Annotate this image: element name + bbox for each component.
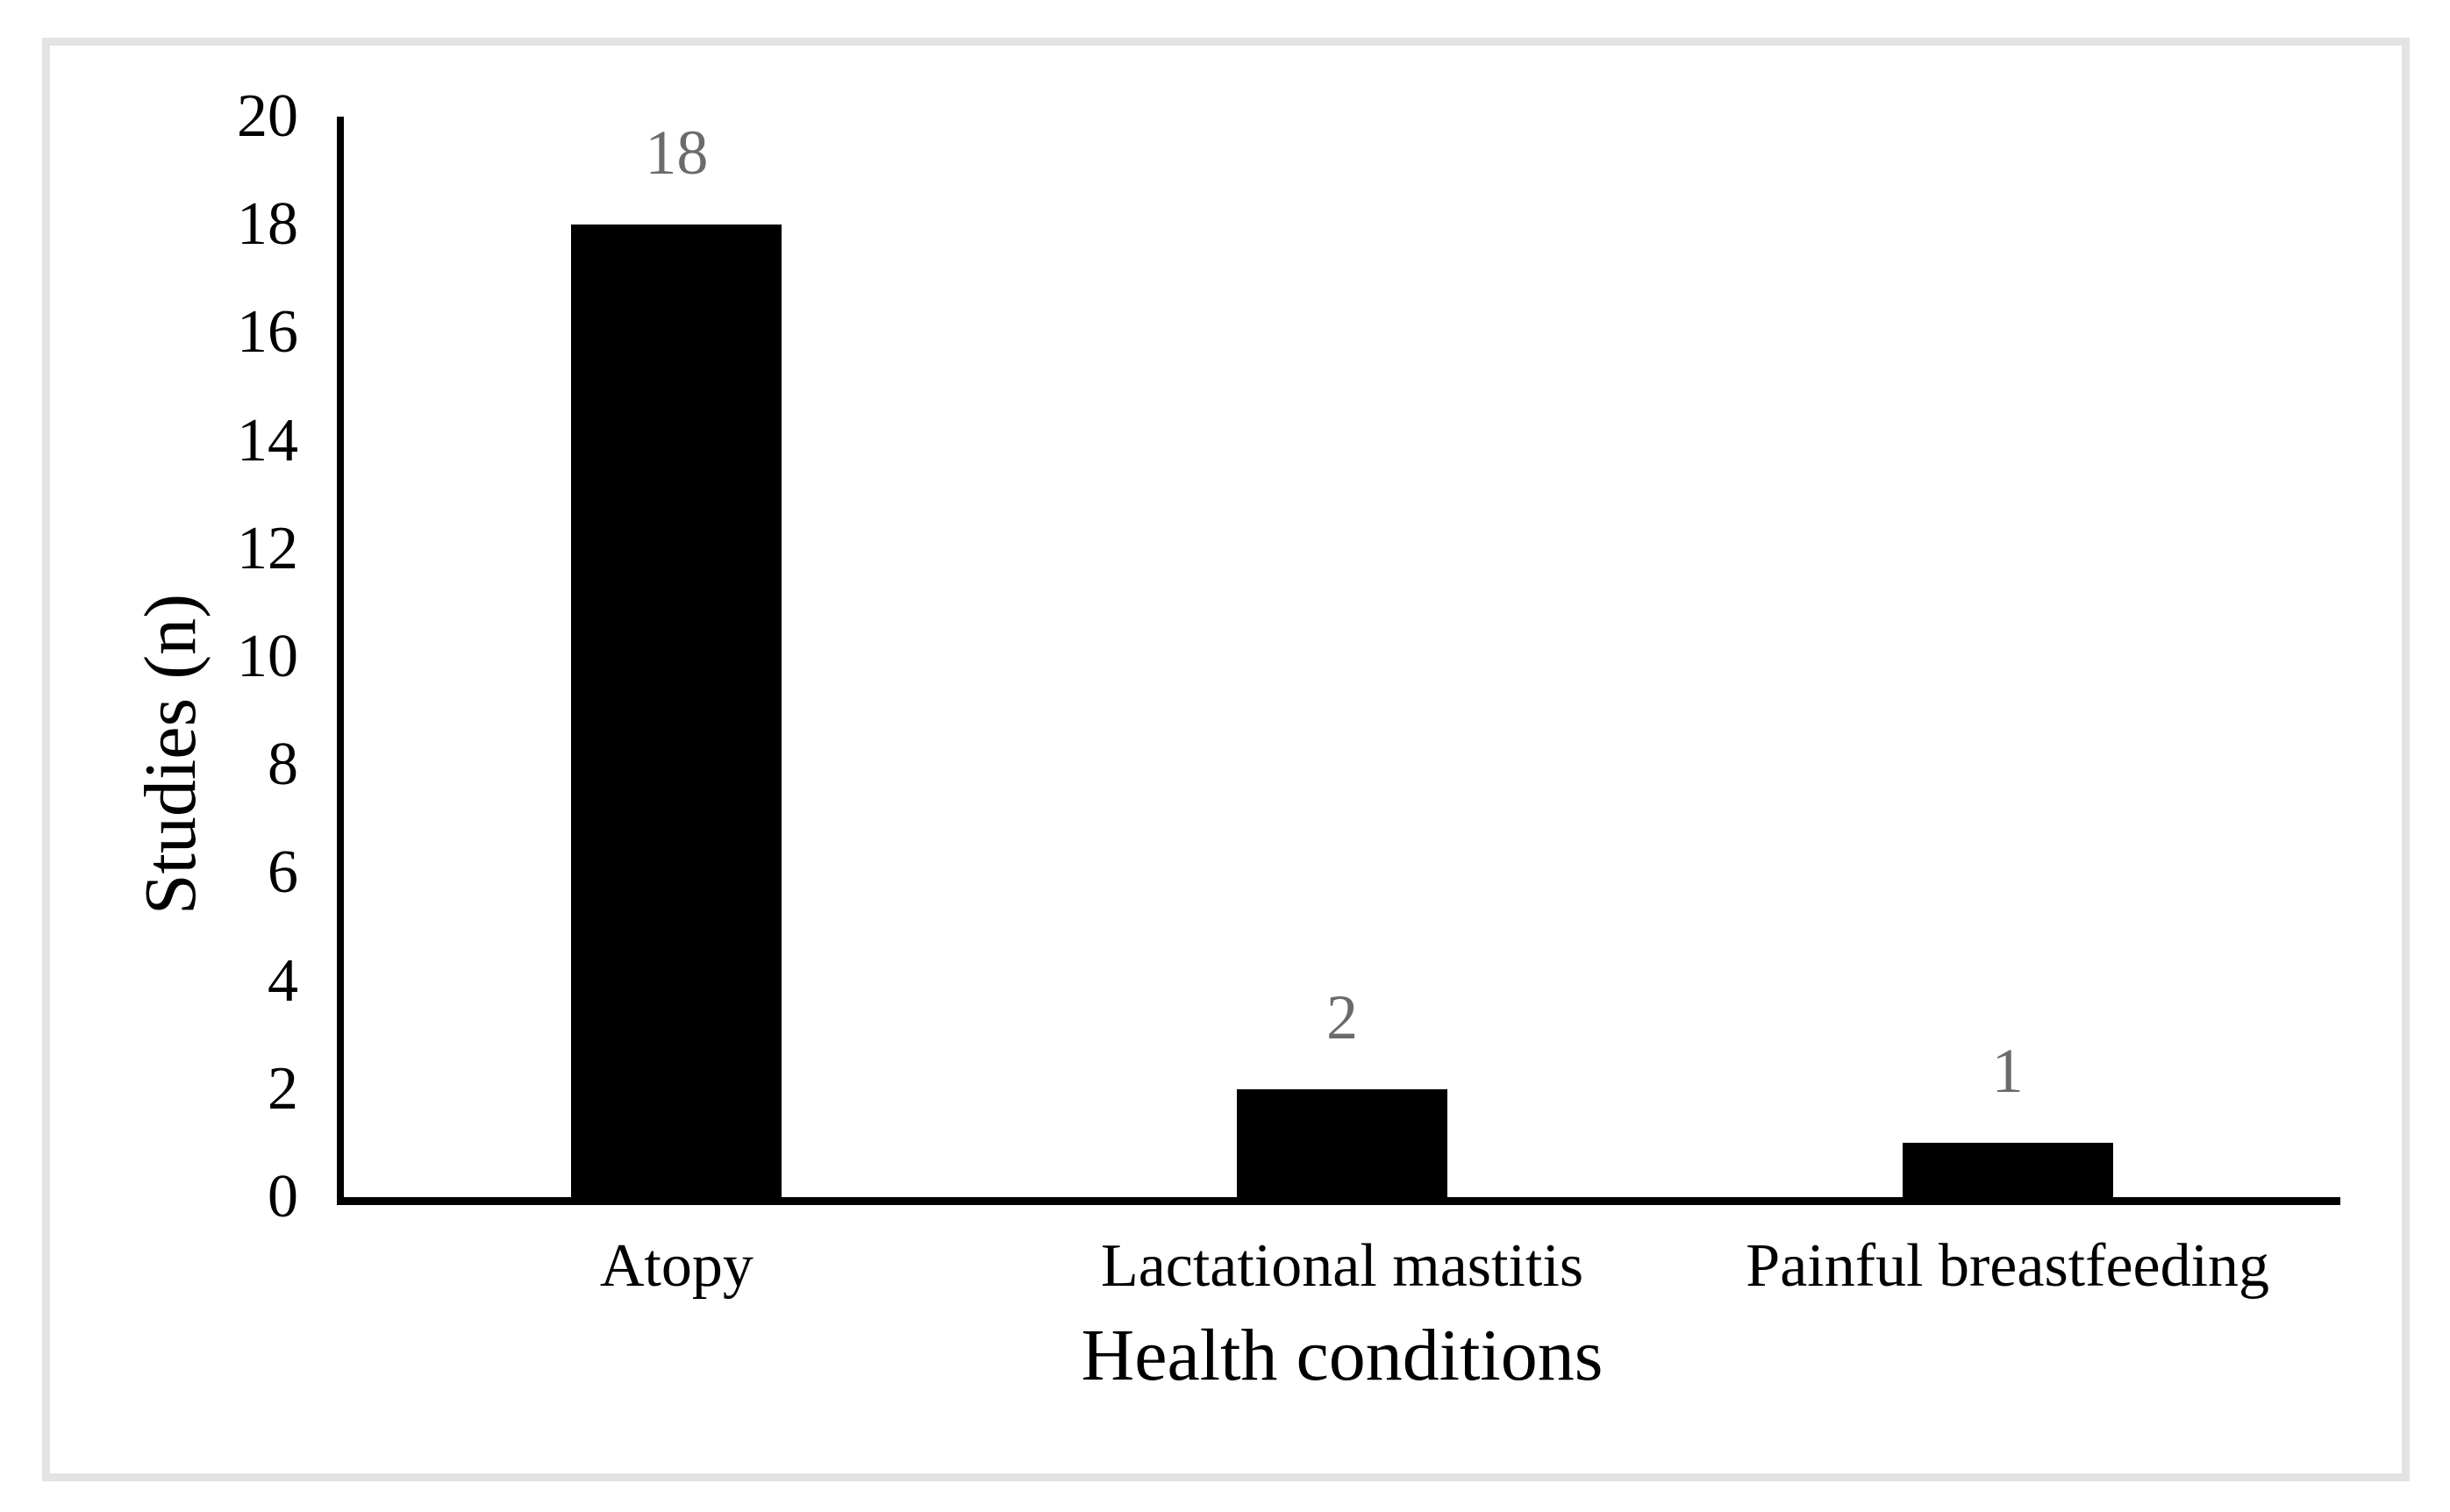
x-axis-title: Health conditions: [1081, 1315, 1604, 1396]
y-tick-label: 10: [237, 623, 298, 690]
bar: [1237, 1088, 1447, 1197]
y-tick-label: 0: [268, 1163, 298, 1230]
bar-data-label: 2: [1326, 981, 1358, 1052]
y-tick-label: 12: [237, 514, 298, 582]
y-tick-label: 2: [268, 1054, 298, 1123]
x-category-label: Atopy: [599, 1232, 754, 1300]
x-category-label: Painful breastfeeding: [1746, 1232, 2270, 1300]
x-category-label: Lactational mastitis: [1100, 1232, 1584, 1300]
y-tick-label: 6: [268, 838, 298, 907]
bar-data-label: 18: [645, 118, 709, 189]
bar: [1902, 1143, 2113, 1197]
x-axis-line: [337, 1197, 2340, 1205]
y-tick-label: 4: [268, 946, 298, 1015]
chart-frame: [42, 38, 2410, 1481]
y-axis-line: [337, 117, 344, 1205]
bar: [571, 225, 782, 1197]
bar-data-label: 1: [1991, 1036, 2024, 1107]
y-tick-label: 20: [237, 82, 298, 150]
y-tick-label: 18: [237, 190, 298, 259]
y-tick-label: 16: [237, 298, 298, 367]
y-tick-label: 14: [237, 406, 298, 474]
y-tick-label: 8: [268, 731, 298, 799]
